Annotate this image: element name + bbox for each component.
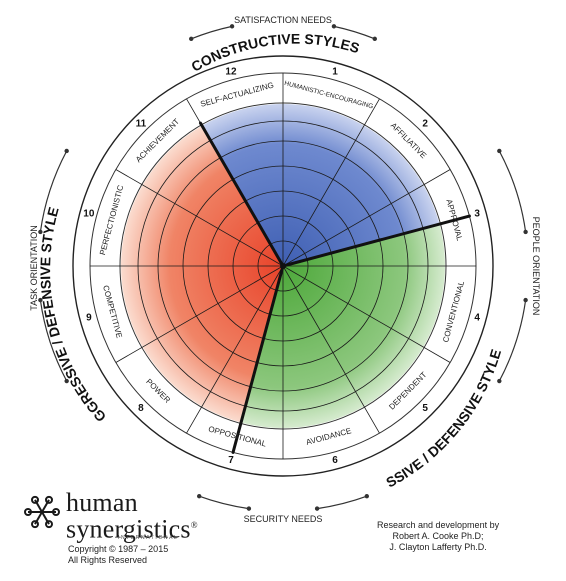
satisfaction-bracket-left-arrowhead [229,24,235,29]
style-number-8: 8 [138,403,144,414]
brand-line-1: human [66,488,138,517]
logo-node [52,508,60,516]
logo-node [31,520,39,529]
orientation-brackets [38,24,528,511]
people-bracket-top [498,150,527,232]
style-number-9: 9 [86,313,92,324]
style-number-1: 1 [332,66,338,77]
task-bracket-top-arrowhead [38,229,43,235]
task-bracket-bottom-arrowhead [64,378,69,384]
task-bracket-top [39,150,68,232]
style-number-2: 2 [422,119,428,130]
boundary-constructive-passive [281,214,471,268]
task-bracket-bottom [39,300,68,382]
style-number-5: 5 [422,403,428,414]
boundary-aggressive-constructive [199,121,285,268]
logo-node [24,508,32,516]
security-bracket-right-arrowhead [364,494,369,499]
grid-spoke [282,265,380,434]
people-bracket-top-arrowhead [497,148,502,154]
center-point [280,263,286,269]
satisfaction-bracket-right-arrowhead [331,24,337,29]
logo-node [45,520,53,529]
grid-spoke [282,169,451,267]
copyright-line-2: All Rights Reserved [68,555,148,565]
style-number-12: 12 [225,66,237,77]
satisfaction-bracket-left [190,25,233,40]
passive-sector [241,224,445,428]
style-number-10: 10 [83,209,95,220]
satisfaction-bracket-left-arrowhead [189,36,194,42]
security-bracket-right-arrowhead [314,506,320,511]
registered-mark: ® [190,520,198,530]
style-boundaries [199,121,471,454]
outer-ring [72,55,494,477]
grid-spoke [115,169,284,267]
task-bracket-bottom-arrowhead [38,297,43,303]
security-bracket-left-arrowhead [246,506,252,511]
credits-line-3: J. Clayton Lafferty Ph.D. [389,542,487,552]
satisfaction-needs-label: SATISFACTION NEEDS [234,15,332,25]
credits-line-2: Robert A. Cooke Ph.D; [392,531,484,541]
security-bracket-left-arrowhead [197,494,202,499]
aggressive-sector [121,125,283,423]
brand-line-2-text: synergistics [66,514,191,544]
style-number-6: 6 [332,455,338,466]
style-number-7: 7 [228,455,234,466]
copyright-line-1: Copyright © 1987 – 2015 [68,544,169,554]
task-bracket-top-arrowhead [64,148,69,154]
grid-spoke [282,265,451,363]
people-orientation-label: PEOPLE ORIENTATION [531,217,541,316]
people-bracket-top-arrowhead [523,229,528,235]
security-needs-label: SECURITY NEEDS [244,514,323,524]
style-number-3: 3 [474,209,480,220]
copyright: Copyright © 1987 – 2015 All Rights Reser… [68,544,168,566]
constructive-sector [202,103,440,266]
people-bracket-bottom [498,300,527,382]
security-bracket-right [317,495,368,510]
people-bracket-bottom-arrowhead [497,378,502,384]
grid-spoke [115,265,284,363]
task-orientation-label: TASK ORIENTATION [29,225,39,311]
style-number-11: 11 [136,119,147,130]
logo-node [45,495,53,504]
credits-line-1: Research and development by [377,520,500,530]
brand-name: human synergistics® [66,490,198,544]
credits: Research and development by Robert A. Co… [377,520,499,553]
satisfaction-bracket-right-arrowhead [372,36,377,42]
grid-spoke [282,98,380,267]
grid-spoke [186,265,284,434]
people-bracket-bottom-arrowhead [523,297,528,303]
style-number-4: 4 [474,313,480,324]
boundary-passive-aggressive [231,264,285,454]
snowflake-logo-icon [24,495,60,529]
brand: human synergistics® INTERNATIONAL [22,490,222,543]
brand-international: INTERNATIONAL [118,535,179,541]
logo-node [31,495,39,504]
brand-line-2: synergistics® [66,514,198,544]
